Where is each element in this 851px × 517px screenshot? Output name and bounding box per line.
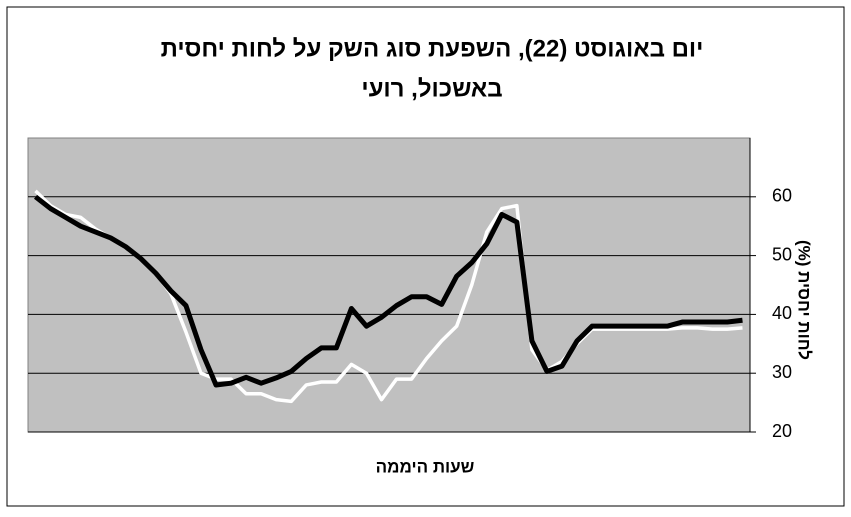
y-tick-label: 30	[772, 362, 792, 382]
chart-title: באשכול, רועי	[361, 75, 502, 102]
y-tick-label: 20	[772, 421, 792, 441]
x-axis-label: שעות היממה	[376, 457, 475, 476]
y-tick-label: 60	[772, 186, 792, 206]
plot-area	[27, 137, 751, 433]
chart-title: יום באוגוסט (22), השפעת סוג השק על לחות …	[161, 35, 704, 62]
y-tick-label: 50	[772, 244, 792, 264]
line-series	[33, 194, 743, 388]
y-axis-label: לחות יחסית (%)	[795, 240, 814, 360]
y-tick-label: 40	[772, 303, 792, 323]
